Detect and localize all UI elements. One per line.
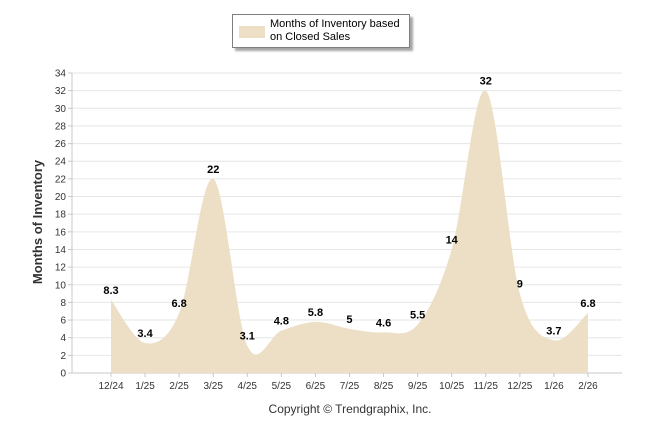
x-tick-label: 11/25	[474, 381, 499, 392]
y-tick-label: 30	[55, 104, 67, 115]
y-tick-label: 22	[55, 174, 67, 185]
y-tick-label: 2	[60, 351, 66, 362]
legend-label-line2: on Closed Sales	[270, 31, 351, 43]
x-tick-label: 9/25	[408, 381, 428, 392]
data-label: 32	[480, 76, 492, 88]
y-tick-label: 14	[55, 245, 67, 256]
y-tick-label: 34	[55, 69, 67, 80]
y-tick-label: 6	[60, 316, 66, 327]
x-tick-label: 4/25	[238, 381, 258, 392]
data-label: 5.8	[308, 307, 323, 319]
data-labels: 8.3 3.4 6.8 22 3.1 4.8 5.8 5 4.6 5.5 14 32 9 3.7 6.8	[103, 76, 595, 343]
x-tick-label: 2/26	[578, 381, 598, 392]
legend: Months of Inventory based on Closed Sale…	[232, 14, 410, 48]
y-axis-label: Months of Inventory	[30, 159, 45, 284]
x-tick-label: 6/25	[306, 381, 326, 392]
series-area	[111, 90, 588, 373]
data-label: 3.7	[546, 325, 561, 337]
data-label: 6.8	[171, 298, 186, 310]
x-tick-label: 12/25	[507, 381, 532, 392]
data-label: 5.5	[410, 309, 425, 321]
y-tick-label: 10	[55, 280, 67, 291]
y-tick-label: 20	[55, 192, 67, 203]
data-label: 14	[446, 234, 459, 246]
x-tick-label: 12/24	[98, 381, 123, 392]
legend-label-line1: Months of Inventory based	[270, 18, 400, 30]
data-label: 3.1	[240, 331, 255, 343]
x-tick-label: 5/25	[272, 381, 292, 392]
legend-swatch	[239, 26, 265, 38]
y-tick-label: 12	[55, 263, 67, 274]
data-label: 8.3	[103, 285, 118, 297]
x-tick-labels: 12/24 1/25 2/25 3/25 4/25 5/25 6/25 7/25 8/25 9/2…	[98, 381, 598, 392]
y-tick-label: 8	[60, 298, 66, 309]
legend-label: Months of Inventory based on Closed Sale…	[270, 18, 408, 44]
y-tick-label: 26	[55, 139, 67, 150]
y-tick-label: 0	[60, 369, 66, 380]
y-tick-label: 28	[55, 121, 67, 132]
data-label: 4.6	[376, 317, 391, 329]
y-tick-label: 32	[55, 86, 67, 97]
x-tick-label: 2/25	[169, 381, 189, 392]
x-tick-label: 3/25	[203, 381, 223, 392]
y-tick-label: 4	[60, 333, 66, 344]
x-tick-label: 1/25	[135, 381, 155, 392]
data-label: 3.4	[137, 328, 153, 340]
data-label: 4.8	[274, 316, 289, 328]
x-tick-label: 1/26	[544, 381, 564, 392]
data-label: 6.8	[580, 298, 595, 310]
x-tick-label: 10/25	[439, 381, 464, 392]
y-tick-label: 24	[55, 157, 67, 168]
copyright-text: Copyright © Trendgraphix, Inc.	[268, 402, 432, 416]
data-label: 9	[517, 279, 523, 291]
x-tick-label: 8/25	[374, 381, 394, 392]
y-tick-label: 18	[55, 210, 67, 221]
data-label: 5	[346, 314, 352, 326]
x-tick-label: 7/25	[340, 381, 360, 392]
grid-lines	[68, 72, 622, 374]
data-label: 22	[207, 164, 219, 176]
y-tick-label: 16	[55, 227, 67, 238]
